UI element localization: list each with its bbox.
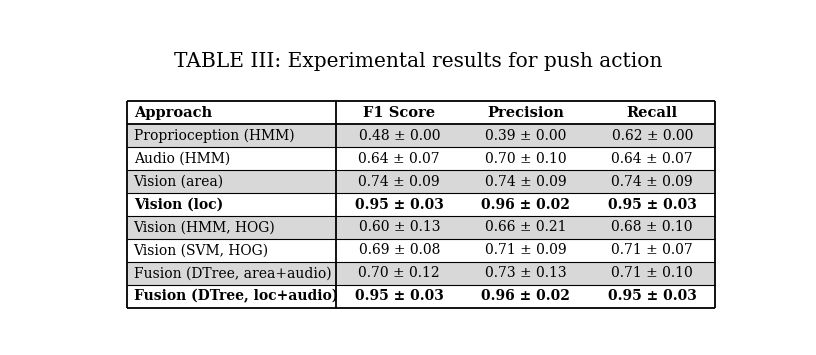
Text: Fusion (DTree, loc+audio): Fusion (DTree, loc+audio) (134, 289, 338, 304)
Bar (127, 285, 716, 308)
Text: 0.95 ± 0.03: 0.95 ± 0.03 (608, 198, 697, 212)
Text: 0.95 ± 0.03: 0.95 ± 0.03 (355, 289, 444, 303)
Bar (127, 147, 716, 170)
Text: 0.70 ± 0.10: 0.70 ± 0.10 (485, 152, 566, 166)
Bar (127, 102, 716, 124)
Text: 0.71 ± 0.10: 0.71 ± 0.10 (611, 266, 693, 280)
Bar (127, 170, 716, 193)
Text: 0.74 ± 0.09: 0.74 ± 0.09 (611, 175, 693, 189)
Text: 0.48 ± 0.00: 0.48 ± 0.00 (358, 129, 440, 143)
Text: Fusion (DTree, area+audio): Fusion (DTree, area+audio) (134, 266, 331, 280)
Text: 0.74 ± 0.09: 0.74 ± 0.09 (358, 175, 440, 189)
Text: Precision: Precision (487, 106, 564, 120)
Text: 0.66 ± 0.21: 0.66 ± 0.21 (485, 220, 566, 235)
Text: 0.95 ± 0.03: 0.95 ± 0.03 (608, 289, 697, 303)
Text: 0.64 ± 0.07: 0.64 ± 0.07 (611, 152, 693, 166)
Text: 0.95 ± 0.03: 0.95 ± 0.03 (355, 198, 444, 212)
Text: 0.60 ± 0.13: 0.60 ± 0.13 (358, 220, 440, 235)
Text: 0.96 ± 0.02: 0.96 ± 0.02 (481, 289, 570, 303)
Text: 0.62 ± 0.00: 0.62 ± 0.00 (611, 129, 693, 143)
Text: 0.64 ± 0.07: 0.64 ± 0.07 (358, 152, 440, 166)
Text: 0.39 ± 0.00: 0.39 ± 0.00 (485, 129, 566, 143)
Text: TABLE III: Experimental results for push action: TABLE III: Experimental results for push… (174, 52, 663, 71)
Text: 0.71 ± 0.09: 0.71 ± 0.09 (485, 244, 566, 257)
Text: Vision (HMM, HOG): Vision (HMM, HOG) (134, 220, 275, 235)
Text: 0.73 ± 0.13: 0.73 ± 0.13 (485, 266, 566, 280)
Text: 0.74 ± 0.09: 0.74 ± 0.09 (485, 175, 566, 189)
Text: Audio (HMM): Audio (HMM) (134, 152, 230, 166)
Text: 0.96 ± 0.02: 0.96 ± 0.02 (481, 198, 570, 212)
Bar (127, 239, 716, 262)
Bar (127, 262, 716, 285)
Text: Proprioception (HMM): Proprioception (HMM) (134, 129, 295, 143)
Text: 0.69 ± 0.08: 0.69 ± 0.08 (358, 244, 440, 257)
Text: Recall: Recall (627, 106, 678, 120)
Bar (127, 216, 716, 239)
Text: Vision (SVM, HOG): Vision (SVM, HOG) (134, 244, 268, 257)
Text: Vision (loc): Vision (loc) (134, 198, 223, 212)
Text: Approach: Approach (134, 106, 211, 120)
Text: F1 Score: F1 Score (363, 106, 436, 120)
Bar (127, 124, 716, 147)
Text: 0.71 ± 0.07: 0.71 ± 0.07 (611, 244, 693, 257)
Text: Vision (area): Vision (area) (134, 175, 224, 189)
Text: 0.68 ± 0.10: 0.68 ± 0.10 (611, 220, 693, 235)
Text: 0.70 ± 0.12: 0.70 ± 0.12 (358, 266, 440, 280)
Bar (127, 193, 716, 216)
